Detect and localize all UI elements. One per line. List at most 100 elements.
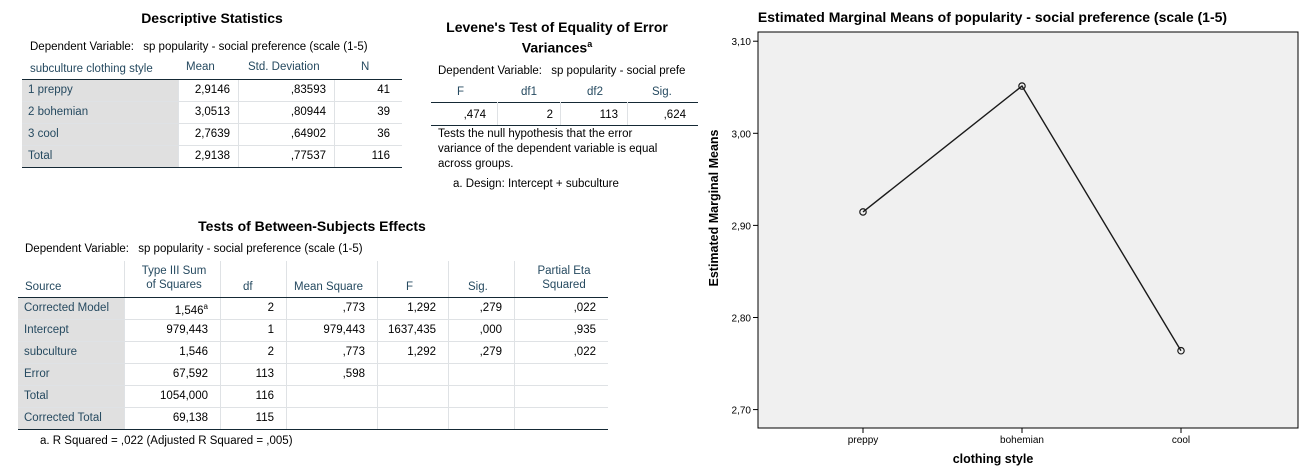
row-n: 41 <box>377 84 390 96</box>
row-ms: ,598 <box>342 368 365 380</box>
row-ss: 1,546 <box>179 346 208 358</box>
levene-col-f: F <box>457 86 465 98</box>
chart-title: Estimated Marginal Means of popularity -… <box>757 9 1228 25</box>
between-col-df: df <box>243 281 253 293</box>
row-label: 3 cool <box>28 128 59 140</box>
row-df: 115 <box>255 412 274 424</box>
row-df: 116 <box>255 390 274 402</box>
marginal-means-chart: 2,70 2,80 2,90 3,00 3,10 preppy bohemian cool cl… <box>707 31 1299 466</box>
levene-note-line1: Tests the null hypothesis that the error <box>438 128 633 140</box>
between-col-ss-line2: of Squares <box>146 279 202 291</box>
table-row: Corrected Total 69,138 115 <box>18 408 608 430</box>
table-row: Error 67,592 113 ,598 <box>18 364 608 386</box>
table-row: Total 1054,000 116 <box>18 386 608 408</box>
row-source: subculture <box>24 346 78 358</box>
y-tick-label: 2,90 <box>732 221 752 232</box>
levene-dependent-value: sp popularity - social prefe <box>551 65 686 77</box>
row-label: 2 bohemian <box>28 106 89 118</box>
row-df: 2 <box>267 302 274 314</box>
levene-col-df1: df1 <box>521 86 537 98</box>
data-point <box>1177 346 1185 355</box>
row-source: Corrected Model <box>24 302 110 314</box>
row-f: 1,292 <box>407 346 436 358</box>
between-dependent-label: Dependent Variable: <box>25 243 129 255</box>
desc-row-preppy: 1 preppy 2,9146 ,83593 41 <box>22 80 402 102</box>
row-ss: 1054,000 <box>160 390 208 402</box>
row-sig: ,000 <box>479 324 502 336</box>
levene-sig: ,624 <box>663 109 686 121</box>
plot-area <box>757 31 1299 429</box>
col-header-mean: Mean <box>186 61 215 73</box>
between-col-f: F <box>406 281 414 293</box>
levene-title-line1: Levene's Test of Equality of Error <box>446 19 668 35</box>
between-col-eta: Partial Eta Squared <box>514 264 614 292</box>
row-ss: 979,443 <box>166 324 208 336</box>
desc-row-total: Total 2,9138 ,77537 116 <box>22 146 402 168</box>
levene-dependent: Dependent Variable: sp popularity - soci… <box>438 65 706 77</box>
row-eta: ,022 <box>573 346 596 358</box>
y-tick-label: 2,70 <box>732 406 752 417</box>
x-tick-label: preppy <box>848 435 879 446</box>
descriptive-title: Descriptive Statistics <box>141 10 283 26</box>
series-line <box>862 85 1182 352</box>
y-tick-label: 2,80 <box>732 313 752 324</box>
row-label: Total <box>28 150 53 162</box>
table-row: Intercept 979,443 1 979,443 1637,435 ,000 ,935 <box>18 320 608 342</box>
row-source: Total <box>24 390 49 402</box>
levene-note: Tests the null hypothesis that the error… <box>438 127 657 172</box>
levene-title-line2: Variancesa <box>521 39 593 56</box>
levene-title: Levene's Test of Equality of Error Varia… <box>432 19 682 57</box>
col-header-style: subculture clothing style <box>30 63 153 75</box>
data-point <box>859 208 867 216</box>
dependent-value: sp popularity - social preference (scale… <box>143 41 368 53</box>
row-ss-footnote-mark: a <box>203 302 208 311</box>
data-point <box>1018 82 1026 90</box>
row-source: Corrected Total <box>24 412 102 424</box>
levene-df2: 113 <box>599 109 618 121</box>
row-label: 1 preppy <box>28 84 73 96</box>
row-ss-value: 1,546 <box>174 304 204 317</box>
desc-row-bohemian: 2 bohemian 3,0513 ,80944 39 <box>22 102 402 124</box>
y-axis-label: Estimated Marginal Means <box>707 129 721 286</box>
row-sig: ,279 <box>479 302 502 314</box>
row-f: 1637,435 <box>388 324 436 336</box>
row-ss: 69,138 <box>172 412 208 424</box>
between-col-ss: Type III Sum of Squares <box>124 264 224 292</box>
dependent-label: Dependent Variable: <box>30 41 134 53</box>
row-f: 1,292 <box>407 302 436 314</box>
levene-dependent-label: Dependent Variable: <box>438 65 542 77</box>
between-col-eta-line2: Squared <box>542 279 586 291</box>
row-ss: 1,546a <box>124 302 208 317</box>
row-eta: ,935 <box>573 324 596 336</box>
levene-table: F df1 df2 Sig. ,474 2 113 ,624 <box>431 82 698 126</box>
levene-note-line3: across groups. <box>438 158 514 170</box>
row-mean: 2,9138 <box>194 150 230 162</box>
col-header-std: Std. Deviation <box>248 61 320 73</box>
between-col-ss-line1: Type III Sum <box>141 265 207 277</box>
row-source: Intercept <box>24 324 69 336</box>
row-std: ,80944 <box>290 106 326 118</box>
between-header: Source Type III Sum of Squares df Mean S… <box>18 261 608 298</box>
row-n: 116 <box>371 150 390 162</box>
between-footnote: a. R Squared = ,022 (Adjusted R Squared … <box>40 435 293 447</box>
y-tick-label: 3,10 <box>732 37 752 48</box>
levene-col-sig: Sig. <box>652 86 672 98</box>
between-col-eta-line1: Partial Eta <box>537 265 591 277</box>
between-dependent-value: sp popularity - social preference (scale… <box>138 243 363 255</box>
levene-design-note: a. Design: Intercept + subculture <box>453 178 619 190</box>
row-ms: 979,443 <box>323 324 365 336</box>
levene-note-line2: variance of the dependent variable is eq… <box>438 143 658 155</box>
x-axis-label: clothing style <box>953 452 1034 466</box>
descriptive-dependent: Dependent Variable: sp popularity - soci… <box>30 41 368 53</box>
row-std: ,83593 <box>290 84 326 96</box>
descriptive-table: subculture clothing style Mean Std. Devi… <box>22 59 402 169</box>
between-col-source: Source <box>25 281 62 293</box>
levene-f: ,474 <box>463 109 486 121</box>
desc-row-cool: 3 cool 2,7639 ,64902 36 <box>22 124 402 146</box>
row-df: 113 <box>255 368 274 380</box>
between-col-ms: Mean Square <box>294 281 364 293</box>
row-sig: ,279 <box>479 346 502 358</box>
row-source: Error <box>24 368 50 380</box>
row-df: 2 <box>267 346 274 358</box>
between-title: Tests of Between-Subjects Effects <box>198 218 426 234</box>
